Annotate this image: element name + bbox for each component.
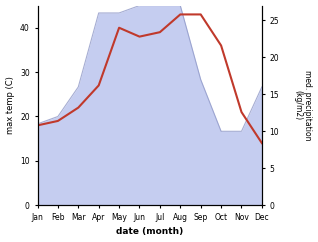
X-axis label: date (month): date (month) — [116, 227, 183, 236]
Y-axis label: max temp (C): max temp (C) — [5, 76, 15, 134]
Y-axis label: med. precipitation
(kg/m2): med. precipitation (kg/m2) — [293, 70, 313, 141]
